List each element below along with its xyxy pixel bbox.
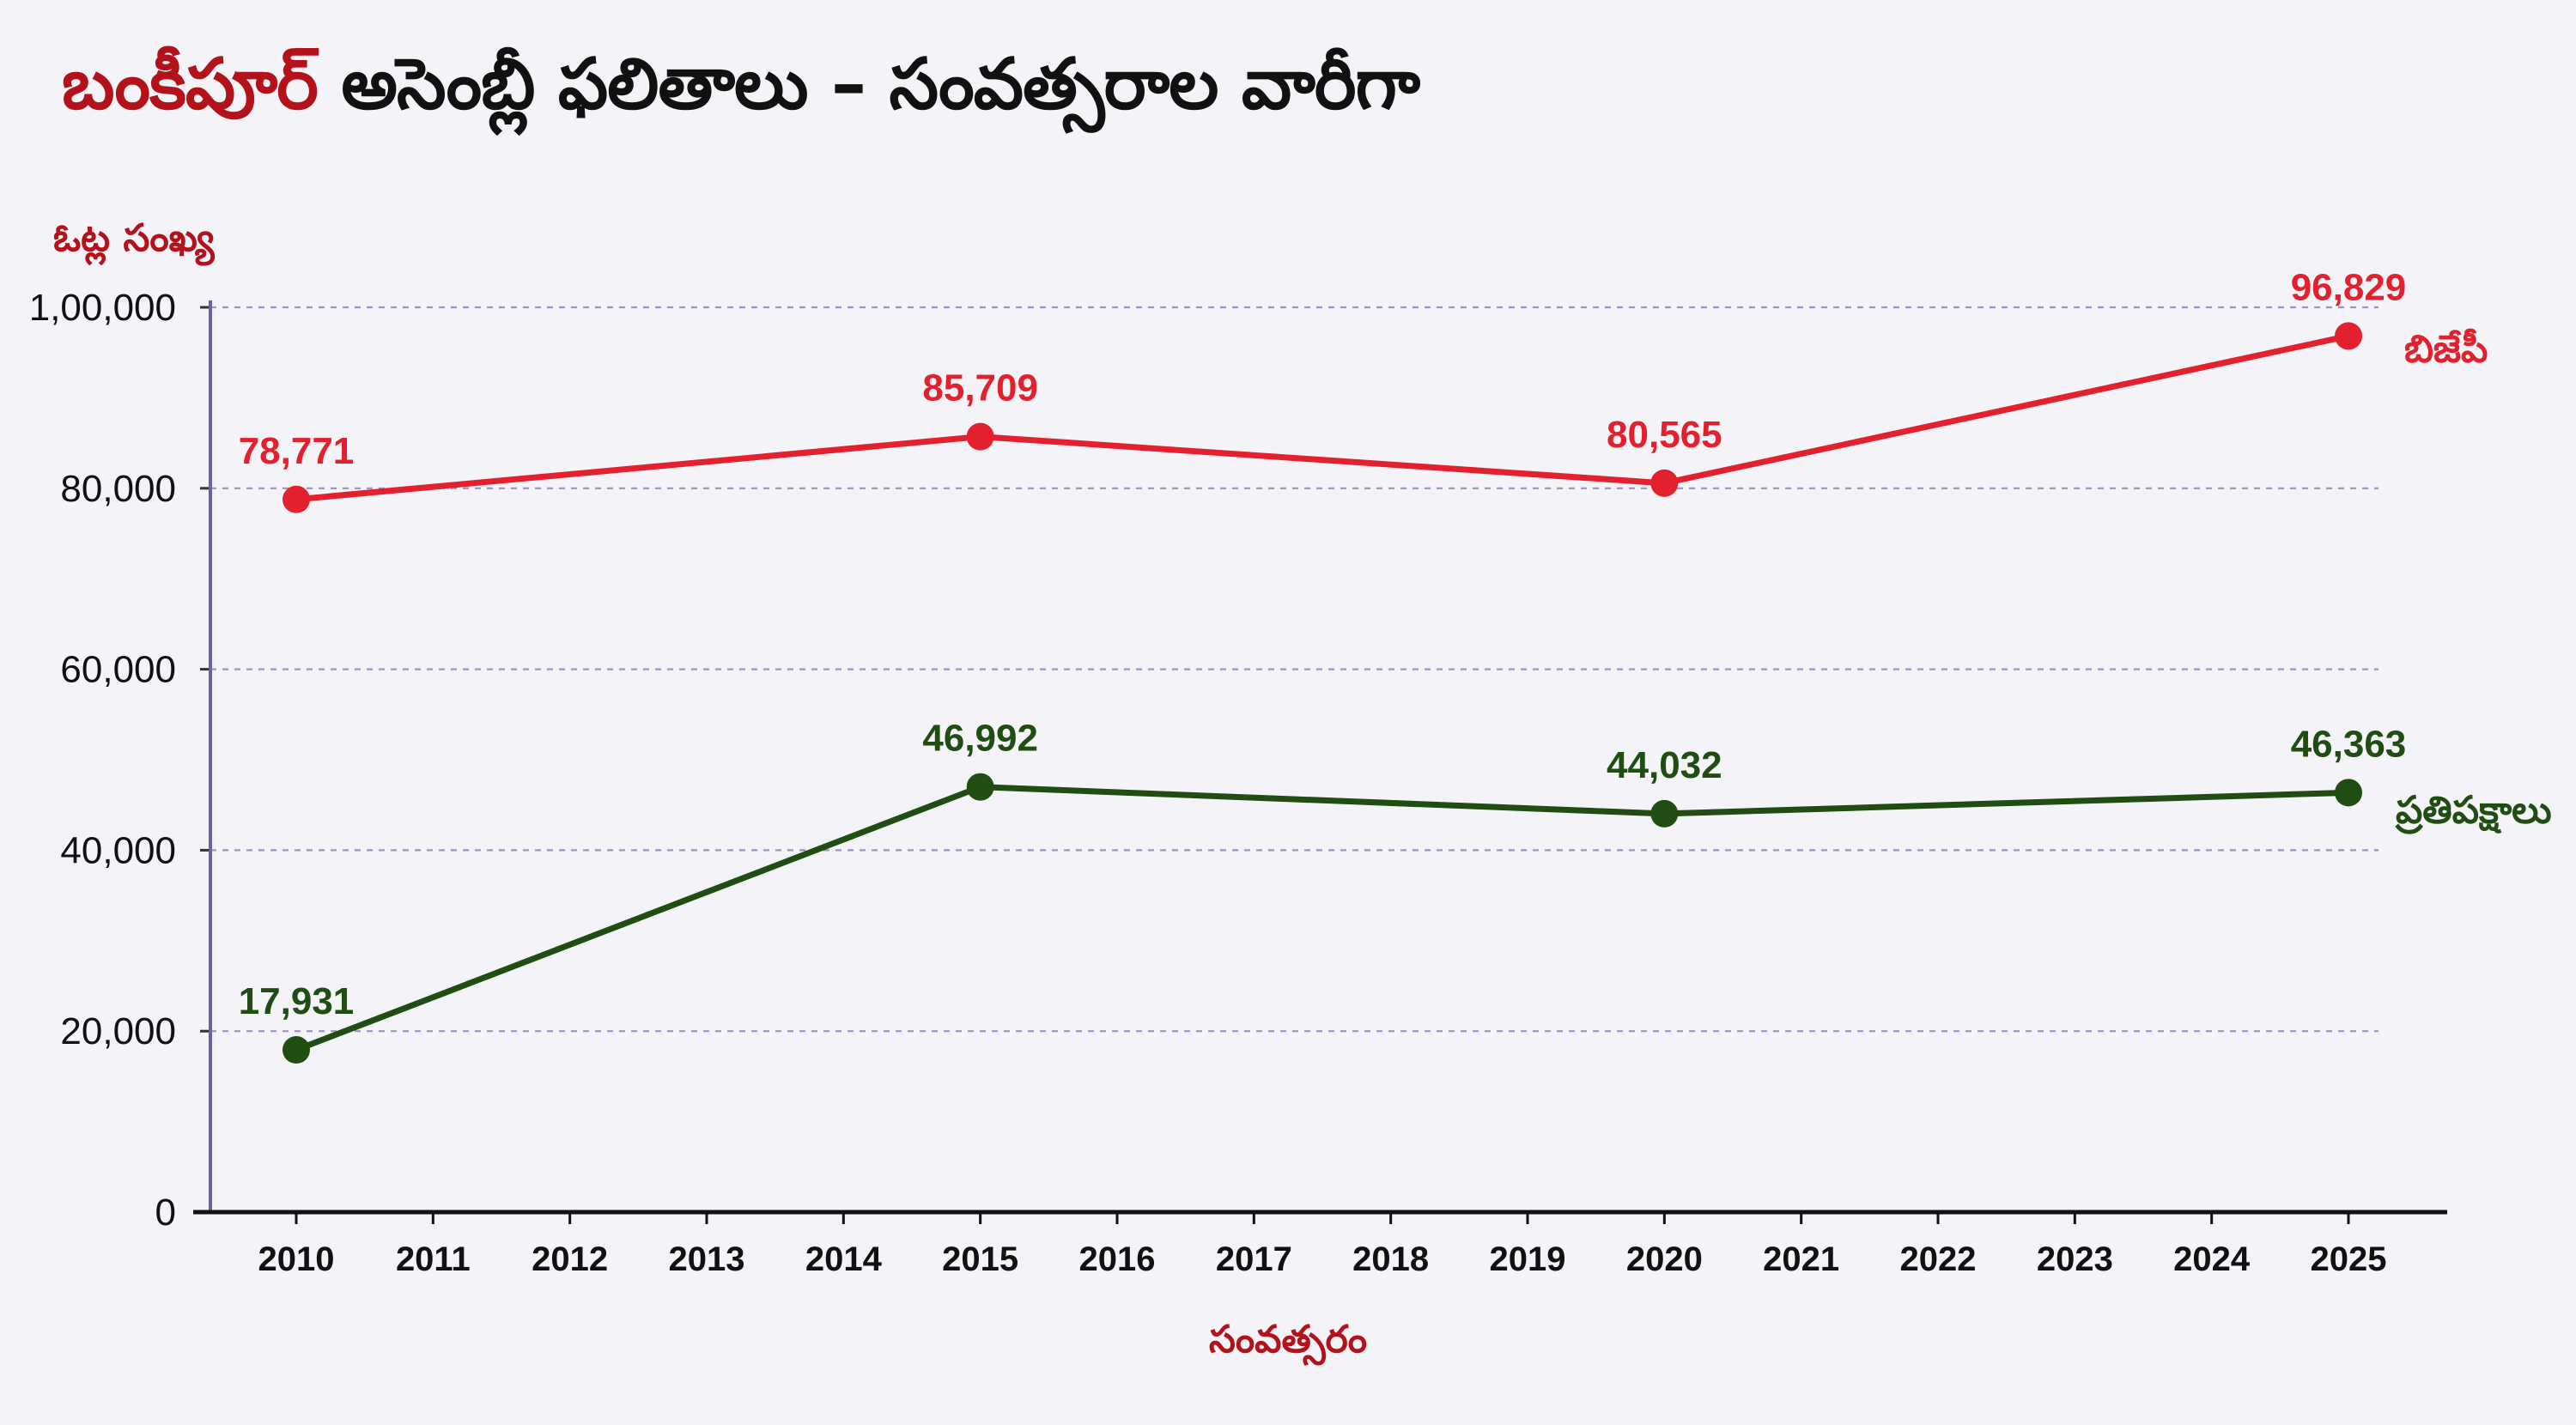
series-name-label: ప్రతిపక్షాలు	[2395, 788, 2551, 834]
series-name-label: బిజేపీ	[2404, 327, 2488, 371]
x-tick-label: 2010	[258, 1240, 335, 1278]
data-point	[2335, 779, 2362, 807]
data-label: 46,363	[2291, 723, 2407, 765]
data-point	[1650, 469, 1679, 497]
data-label: 44,032	[1607, 744, 1722, 786]
x-tick-label: 2018	[1352, 1240, 1429, 1278]
data-label: 17,931	[239, 980, 355, 1022]
y-tick-label: 0	[155, 1192, 176, 1234]
label-layer: 78,771 85,709 80,565 96,829 బిజేపీ 17,931 46,9…	[239, 266, 2552, 1022]
series-line-1	[293, 784, 2352, 1053]
data-point	[283, 1036, 310, 1064]
x-tick-label: 2016	[1079, 1240, 1156, 1278]
data-point	[283, 485, 310, 513]
series-line-0	[293, 332, 2352, 503]
x-tick-label: 2011	[396, 1240, 471, 1278]
data-label: 78,771	[239, 430, 355, 472]
grid-layer	[210, 306, 2379, 1033]
axis-layer: 0 20,000 40,000 60,000 80,000 1,00,000 2010 201…	[29, 287, 2447, 1278]
data-point	[1650, 799, 1679, 828]
x-tick-label: 2020	[1626, 1240, 1703, 1278]
data-label: 80,565	[1607, 414, 1722, 456]
data-label: 46,992	[922, 718, 1038, 760]
x-tick-label: 2021	[1763, 1240, 1839, 1278]
x-tick-label: 2015	[942, 1240, 1018, 1278]
chart-title-highlight: బంకీపూర్	[62, 44, 319, 125]
y-tick-label: 60,000	[60, 649, 176, 691]
x-tick-label: 2012	[532, 1240, 608, 1278]
data-point	[966, 773, 994, 801]
y-tick-label: 40,000	[60, 829, 176, 871]
y-tick-label: 80,000	[60, 468, 176, 510]
x-tick-label: 2024	[2173, 1240, 2251, 1278]
data-label: 96,829	[2291, 266, 2407, 308]
x-tick-label: 2014	[805, 1240, 883, 1278]
chart-title: బంకీపూర్ అసెంబ్లీ ఫలితాలు – సంవత్సరాల వా…	[62, 50, 1420, 120]
series-layer	[283, 322, 2362, 1064]
data-point	[966, 422, 994, 451]
x-tick-label: 2017	[1216, 1240, 1292, 1278]
y-tick-label: 1,00,000	[29, 287, 176, 329]
chart-title-rest: అసెంబ్లీ ఫలితాలు – సంవత్సరాల వారీగా	[341, 44, 1420, 125]
x-tick-label: 2025	[2311, 1240, 2387, 1278]
y-axis-title: ఓట్ల సంఖ్య	[53, 216, 215, 266]
x-axis-title: సంవత్సరం	[1209, 1318, 1367, 1366]
x-tick-label: 2023	[2037, 1240, 2113, 1278]
x-tick-label: 2022	[1900, 1240, 1977, 1278]
data-label: 85,709	[922, 367, 1038, 409]
x-tick-label: 2013	[669, 1240, 745, 1278]
y-tick-label: 20,000	[60, 1010, 176, 1052]
x-tick-label: 2019	[1490, 1240, 1566, 1278]
data-point	[2335, 322, 2362, 350]
